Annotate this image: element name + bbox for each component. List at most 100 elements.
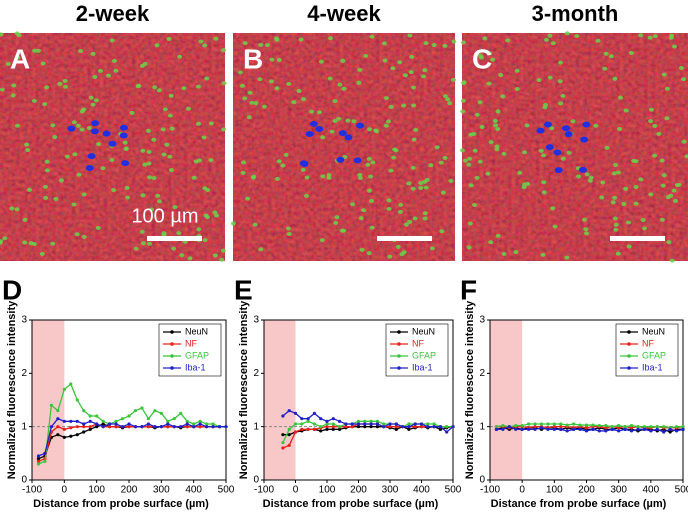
legend-label: GFAP bbox=[412, 350, 436, 360]
data-point bbox=[591, 427, 595, 431]
cell bbox=[538, 148, 544, 153]
data-point bbox=[192, 425, 196, 429]
cell bbox=[296, 89, 302, 94]
cell bbox=[93, 98, 99, 103]
data-point bbox=[533, 422, 537, 426]
cell bbox=[285, 226, 291, 231]
cell bbox=[31, 98, 37, 103]
x-tick-label: 400 bbox=[642, 485, 659, 496]
cell bbox=[247, 90, 253, 95]
data-point bbox=[75, 433, 79, 437]
cell bbox=[603, 51, 609, 56]
data-point bbox=[520, 427, 524, 431]
cell bbox=[418, 185, 424, 190]
data-point bbox=[185, 422, 189, 426]
data-point bbox=[127, 425, 131, 429]
data-point bbox=[636, 427, 640, 431]
cell bbox=[160, 127, 166, 132]
cell bbox=[57, 81, 63, 86]
cell bbox=[42, 102, 48, 107]
legend-marker bbox=[397, 330, 401, 334]
cell bbox=[422, 216, 428, 221]
cell bbox=[129, 110, 135, 115]
data-point bbox=[382, 422, 386, 426]
cell bbox=[648, 192, 654, 197]
cell bbox=[466, 245, 472, 250]
data-point bbox=[552, 425, 556, 429]
data-point bbox=[494, 425, 499, 429]
cell bbox=[495, 233, 501, 238]
data-point bbox=[331, 427, 335, 431]
cell bbox=[62, 79, 68, 84]
data-point bbox=[62, 435, 66, 439]
data-point bbox=[539, 426, 544, 430]
data-point bbox=[369, 422, 373, 426]
cell bbox=[656, 131, 662, 136]
cell bbox=[300, 167, 306, 172]
cell bbox=[221, 48, 227, 53]
x-tick-label: 100 bbox=[88, 485, 105, 496]
cell bbox=[50, 123, 56, 128]
cell bbox=[246, 115, 252, 120]
cell bbox=[549, 126, 555, 131]
cell bbox=[600, 180, 606, 185]
x-tick-label: -100 bbox=[254, 485, 274, 496]
y-tick-label: 3 bbox=[21, 315, 27, 326]
cell bbox=[664, 116, 670, 121]
cell bbox=[659, 158, 665, 163]
cell bbox=[418, 181, 424, 186]
cell bbox=[442, 43, 448, 48]
data-point bbox=[445, 430, 449, 434]
cell bbox=[333, 220, 339, 225]
cell bbox=[195, 84, 201, 89]
cell bbox=[513, 250, 519, 255]
data-point bbox=[610, 427, 614, 431]
cell bbox=[208, 121, 214, 126]
cell bbox=[100, 166, 106, 171]
x-tick-label: 300 bbox=[153, 485, 170, 496]
data-point bbox=[166, 422, 170, 426]
cell bbox=[552, 224, 558, 229]
cell bbox=[196, 227, 202, 232]
data-point bbox=[655, 425, 659, 429]
cell bbox=[167, 113, 173, 118]
cell bbox=[363, 53, 369, 58]
y-axis-label: Normalized fluorescence intensity bbox=[6, 300, 18, 479]
cell bbox=[340, 58, 346, 63]
data-point bbox=[82, 409, 86, 413]
cell bbox=[90, 102, 96, 107]
cell bbox=[156, 88, 162, 93]
cell bbox=[220, 248, 226, 253]
panel-letter: B bbox=[243, 43, 263, 74]
data-point bbox=[101, 419, 105, 423]
cell bbox=[276, 159, 282, 164]
data-point bbox=[172, 417, 176, 421]
cell bbox=[329, 129, 335, 134]
cell bbox=[411, 137, 417, 142]
cell bbox=[397, 60, 403, 65]
data-point bbox=[198, 419, 202, 423]
cell bbox=[595, 38, 601, 43]
cell bbox=[412, 216, 418, 221]
cell bbox=[252, 222, 258, 227]
microglia bbox=[309, 120, 318, 127]
cell bbox=[357, 67, 363, 72]
cell bbox=[660, 183, 666, 188]
cell bbox=[501, 251, 507, 256]
data-point bbox=[438, 427, 442, 431]
cell bbox=[621, 202, 627, 207]
data-point bbox=[369, 419, 373, 423]
data-point bbox=[655, 427, 659, 431]
data-point bbox=[306, 427, 310, 431]
cell bbox=[429, 246, 435, 251]
data-point bbox=[114, 422, 118, 426]
data-point bbox=[382, 425, 386, 429]
cell bbox=[460, 109, 466, 114]
x-tick-label: 100 bbox=[546, 485, 563, 496]
cell bbox=[669, 258, 675, 263]
cell bbox=[479, 124, 485, 129]
cell bbox=[76, 172, 82, 177]
cell bbox=[161, 232, 167, 237]
legend-marker bbox=[627, 366, 631, 370]
cell bbox=[467, 156, 473, 161]
